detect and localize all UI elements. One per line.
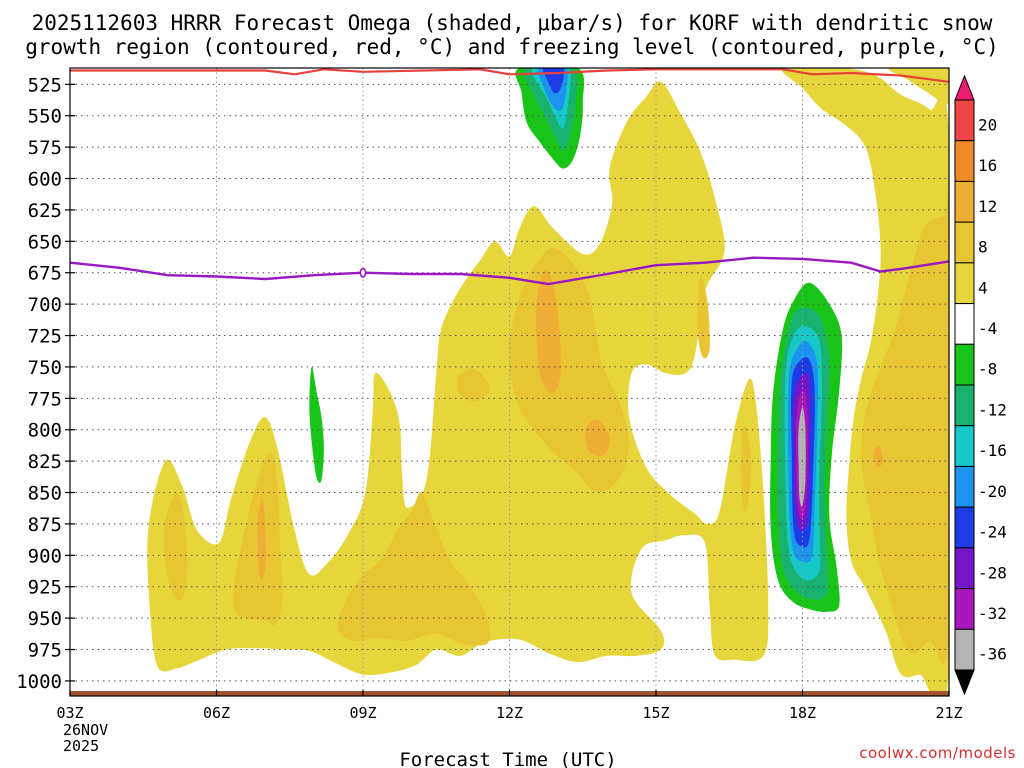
omega-region-orange-f: [697, 275, 710, 359]
colorbar-segment: [954, 425, 975, 467]
omega-shaded-regions: [70, 68, 949, 696]
colorbar-segment: [954, 343, 975, 386]
x-tick-label: 12Z: [496, 704, 523, 722]
omega-region-dark-orange-3: [584, 419, 610, 457]
dgz-contour-line: [70, 68, 949, 83]
y-tick-label: 750: [28, 357, 62, 379]
y-tick-label: 850: [28, 483, 62, 505]
x-tick-label: 18Z: [789, 704, 816, 722]
colorbar-label: -20: [978, 482, 1007, 501]
x-axis-label: Forecast Time (UTC): [399, 749, 616, 768]
chart-title-line-2: growth region (contoured, red, °C) and f…: [25, 35, 999, 59]
colorbar-segment: [954, 384, 975, 427]
omega-region-orange-d: [457, 368, 490, 402]
colorbar-label: -32: [978, 604, 1007, 623]
y-tick-label: 950: [28, 608, 62, 630]
y-tick-label: 625: [28, 200, 62, 222]
omega-region-dark-orange-1: [257, 498, 266, 579]
y-tick-label: 575: [28, 137, 62, 159]
colorbar-label: 4: [978, 278, 988, 297]
colorbar-segment: [954, 547, 975, 590]
y-tick-label: 825: [28, 451, 62, 473]
colorbar-label: 20: [978, 115, 997, 134]
freezing-level-label-zero: [359, 267, 367, 278]
y-tick-label: 875: [28, 514, 62, 536]
omega-region-green-small-1: [376, 193, 393, 246]
colorbar-segment: [954, 465, 975, 508]
grid-lines: [70, 68, 949, 696]
x-date-label: 26NOV: [63, 721, 108, 739]
x-tick-label: 15Z: [642, 704, 669, 722]
colorbar-label: 16: [978, 156, 997, 175]
y-tick-label: 650: [28, 231, 62, 253]
y-tick-label: 975: [28, 640, 62, 662]
chart-title-line-1: 2025112603 HRRR Forecast Omega (shaded, …: [31, 11, 993, 35]
omega-region-orange-a: [163, 492, 188, 601]
y-tick-label: 600: [28, 169, 62, 191]
x-date-label: 2025: [63, 737, 99, 755]
axes: 525 550 575 600 625 650 675 700 725 750 775 800 825 8…: [16, 67, 963, 755]
omega-region-orange-g: [740, 425, 752, 513]
omega-region-black-right: [798, 407, 806, 507]
colorbar-segment: [954, 506, 975, 549]
colorbar: 20 16 12 8 4 -4 -8 -12 -16 -20 -24 -28 -32 -36: [954, 74, 1007, 696]
omega-region-orange-c: [337, 492, 491, 646]
y-tick-label: 725: [28, 326, 62, 348]
contour-lines: [70, 68, 949, 286]
colorbar-label: -36: [978, 645, 1007, 664]
y-tick-label: 675: [28, 263, 62, 285]
colorbar-segment: [954, 180, 975, 223]
y-tick-label: 550: [28, 106, 62, 128]
colorbar-segment: [954, 99, 975, 142]
colorbar-segment: [954, 628, 975, 671]
y-tick-label: 775: [28, 388, 62, 410]
colorbar-segment: [954, 262, 975, 305]
colorbar-label: 8: [978, 238, 988, 257]
colorbar-label: -16: [978, 441, 1007, 460]
colorbar-segment: [954, 588, 975, 630]
omega-region-green-top-1: [410, 68, 485, 134]
x-tick-label: 03Z: [56, 704, 83, 722]
y-tick-label: 900: [28, 545, 62, 567]
colorbar-label: 12: [978, 197, 997, 216]
omega-region-orange-right: [861, 185, 949, 664]
colorbar-segment: [954, 303, 975, 345]
colorbar-label: -8: [978, 360, 997, 379]
y-tick-label: 800: [28, 420, 62, 442]
x-tick-label: 06Z: [203, 704, 230, 722]
y-tick-label: 525: [28, 74, 62, 96]
colorbar-label: -24: [978, 523, 1007, 542]
freezing-level-line: [70, 256, 949, 286]
omega-region-dark-orange-4: [873, 446, 884, 468]
y-tick-label: 1000: [16, 671, 62, 693]
colorbar-bottom-arrow: [954, 669, 975, 696]
x-tick-label: 09Z: [349, 704, 376, 722]
y-tick-label: 700: [28, 294, 62, 316]
colorbar-top-arrow: [954, 74, 975, 101]
credit-watermark: coolwx.com/models: [859, 744, 1016, 762]
colorbar-segment: [954, 140, 975, 182]
omega-region-dark-orange-2: [535, 270, 561, 394]
x-tick-label: 21Z: [935, 704, 962, 722]
omega-region-green-east-1: [91, 194, 127, 380]
y-tick-label: 925: [28, 577, 62, 599]
omega-region-teal-east-2: [309, 366, 324, 483]
colorbar-label: -4: [978, 319, 997, 338]
colorbar-label: -28: [978, 563, 1007, 582]
colorbar-segment: [954, 221, 975, 264]
colorbar-label: -12: [978, 400, 1007, 419]
